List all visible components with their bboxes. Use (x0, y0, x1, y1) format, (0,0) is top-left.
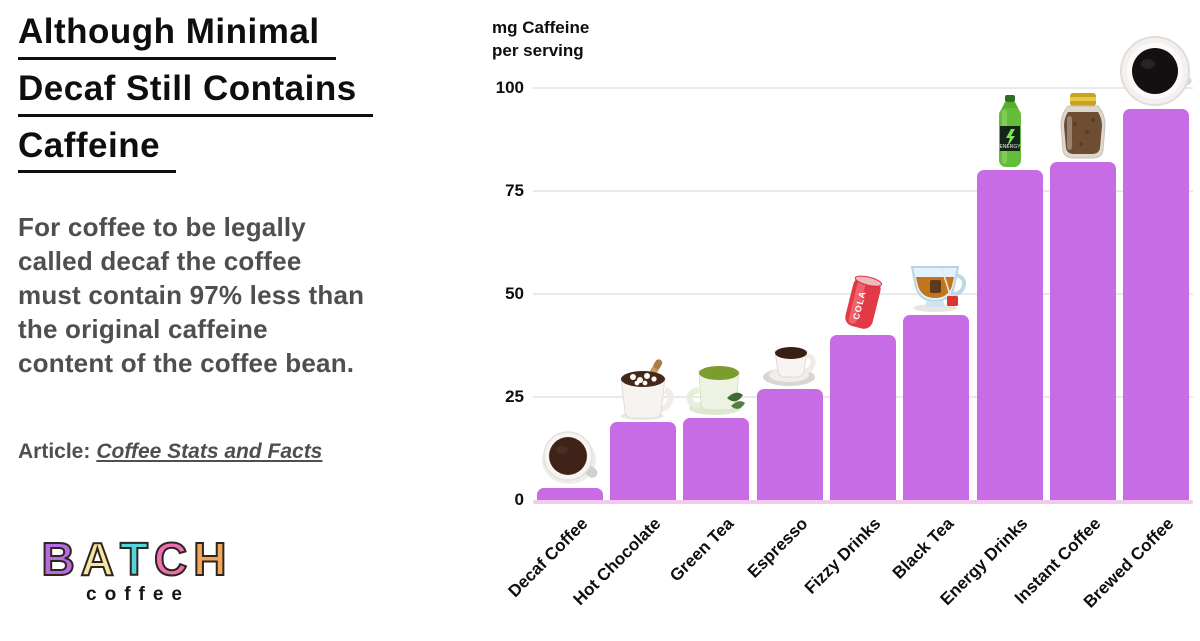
bar-energy-drinks (976, 170, 1043, 500)
logo-subtext: coffee (86, 584, 190, 605)
bar-black-tea (903, 314, 970, 500)
bar-green-tea (683, 417, 750, 500)
headline-line-3: Caffeine (18, 127, 177, 174)
cola-can-icon: COLA (836, 273, 890, 338)
svg-text:ENERGY: ENERGY (999, 144, 1021, 150)
bar-instant-coffee (1050, 162, 1116, 500)
logo-letter-H: H (192, 533, 227, 585)
decaf-coffee-top-icon (540, 428, 600, 491)
bar-espresso (756, 388, 823, 500)
gridline-100 (533, 87, 1193, 89)
hot-chocolate-icon (611, 358, 675, 425)
article-row: Article: Coffee Stats and Facts (18, 440, 322, 464)
xlabel-fizzy-drinks: Fizzy Drinks (800, 514, 885, 598)
article-link[interactable]: Coffee Stats and Facts (96, 440, 323, 463)
headline-line-2: Decaf Still Contains (18, 70, 373, 117)
x-axis-line (533, 500, 1193, 504)
y-axis-title-line2: per serving (492, 41, 584, 60)
logo-letter-B: B (40, 533, 75, 585)
green-tea-icon (683, 356, 749, 421)
ytick-label-25: 25 (505, 387, 524, 406)
description-text: For coffee to be legally called decaf th… (18, 212, 365, 379)
ytick-label-0: 0 (514, 490, 524, 509)
espresso-icon (761, 341, 819, 392)
brewed-coffee-top-icon (1119, 35, 1193, 112)
bar-fizzy-drinks (830, 335, 896, 500)
bar-brewed-coffee (1123, 108, 1190, 500)
logo-letter-A: A (80, 533, 115, 585)
xlabel-hot-chocolate: Hot Chocolate (569, 514, 665, 609)
xlabel-instant-coffee: Instant Coffee (1010, 514, 1105, 608)
energy-bottle-icon: ENERGY (992, 94, 1028, 173)
logo-letter-T: T (119, 533, 149, 585)
logo-letter-C: C (153, 533, 188, 585)
infographic-page: { "left_panel": { "title_lines": ["Altho… (14, 13, 1193, 612)
instant-coffee-jar-icon (1055, 92, 1111, 165)
bar-decaf-coffee (536, 487, 603, 500)
left-panel: Although Minimal Decaf Still Contains Ca… (18, 13, 468, 380)
ytick-label-50: 50 (505, 284, 524, 303)
ytick-label-75: 75 (505, 181, 524, 200)
ytick-label-100: 100 (495, 78, 524, 97)
bar-hot-chocolate (610, 421, 676, 500)
xlabel-decaf-coffee: Decaf Coffee (504, 514, 592, 601)
bar-chart: mg Caffeine per serving 0 25 50 75 100 Decaf … (492, 16, 1193, 612)
gridline-75 (533, 190, 1193, 192)
headline-line-1: Although Minimal (18, 13, 336, 60)
y-axis-title-line1: mg Caffeine (492, 18, 590, 37)
article-label: Article: (18, 440, 91, 463)
black-tea-icon (904, 255, 968, 318)
y-axis-title: mg Caffeine per serving (492, 16, 589, 62)
